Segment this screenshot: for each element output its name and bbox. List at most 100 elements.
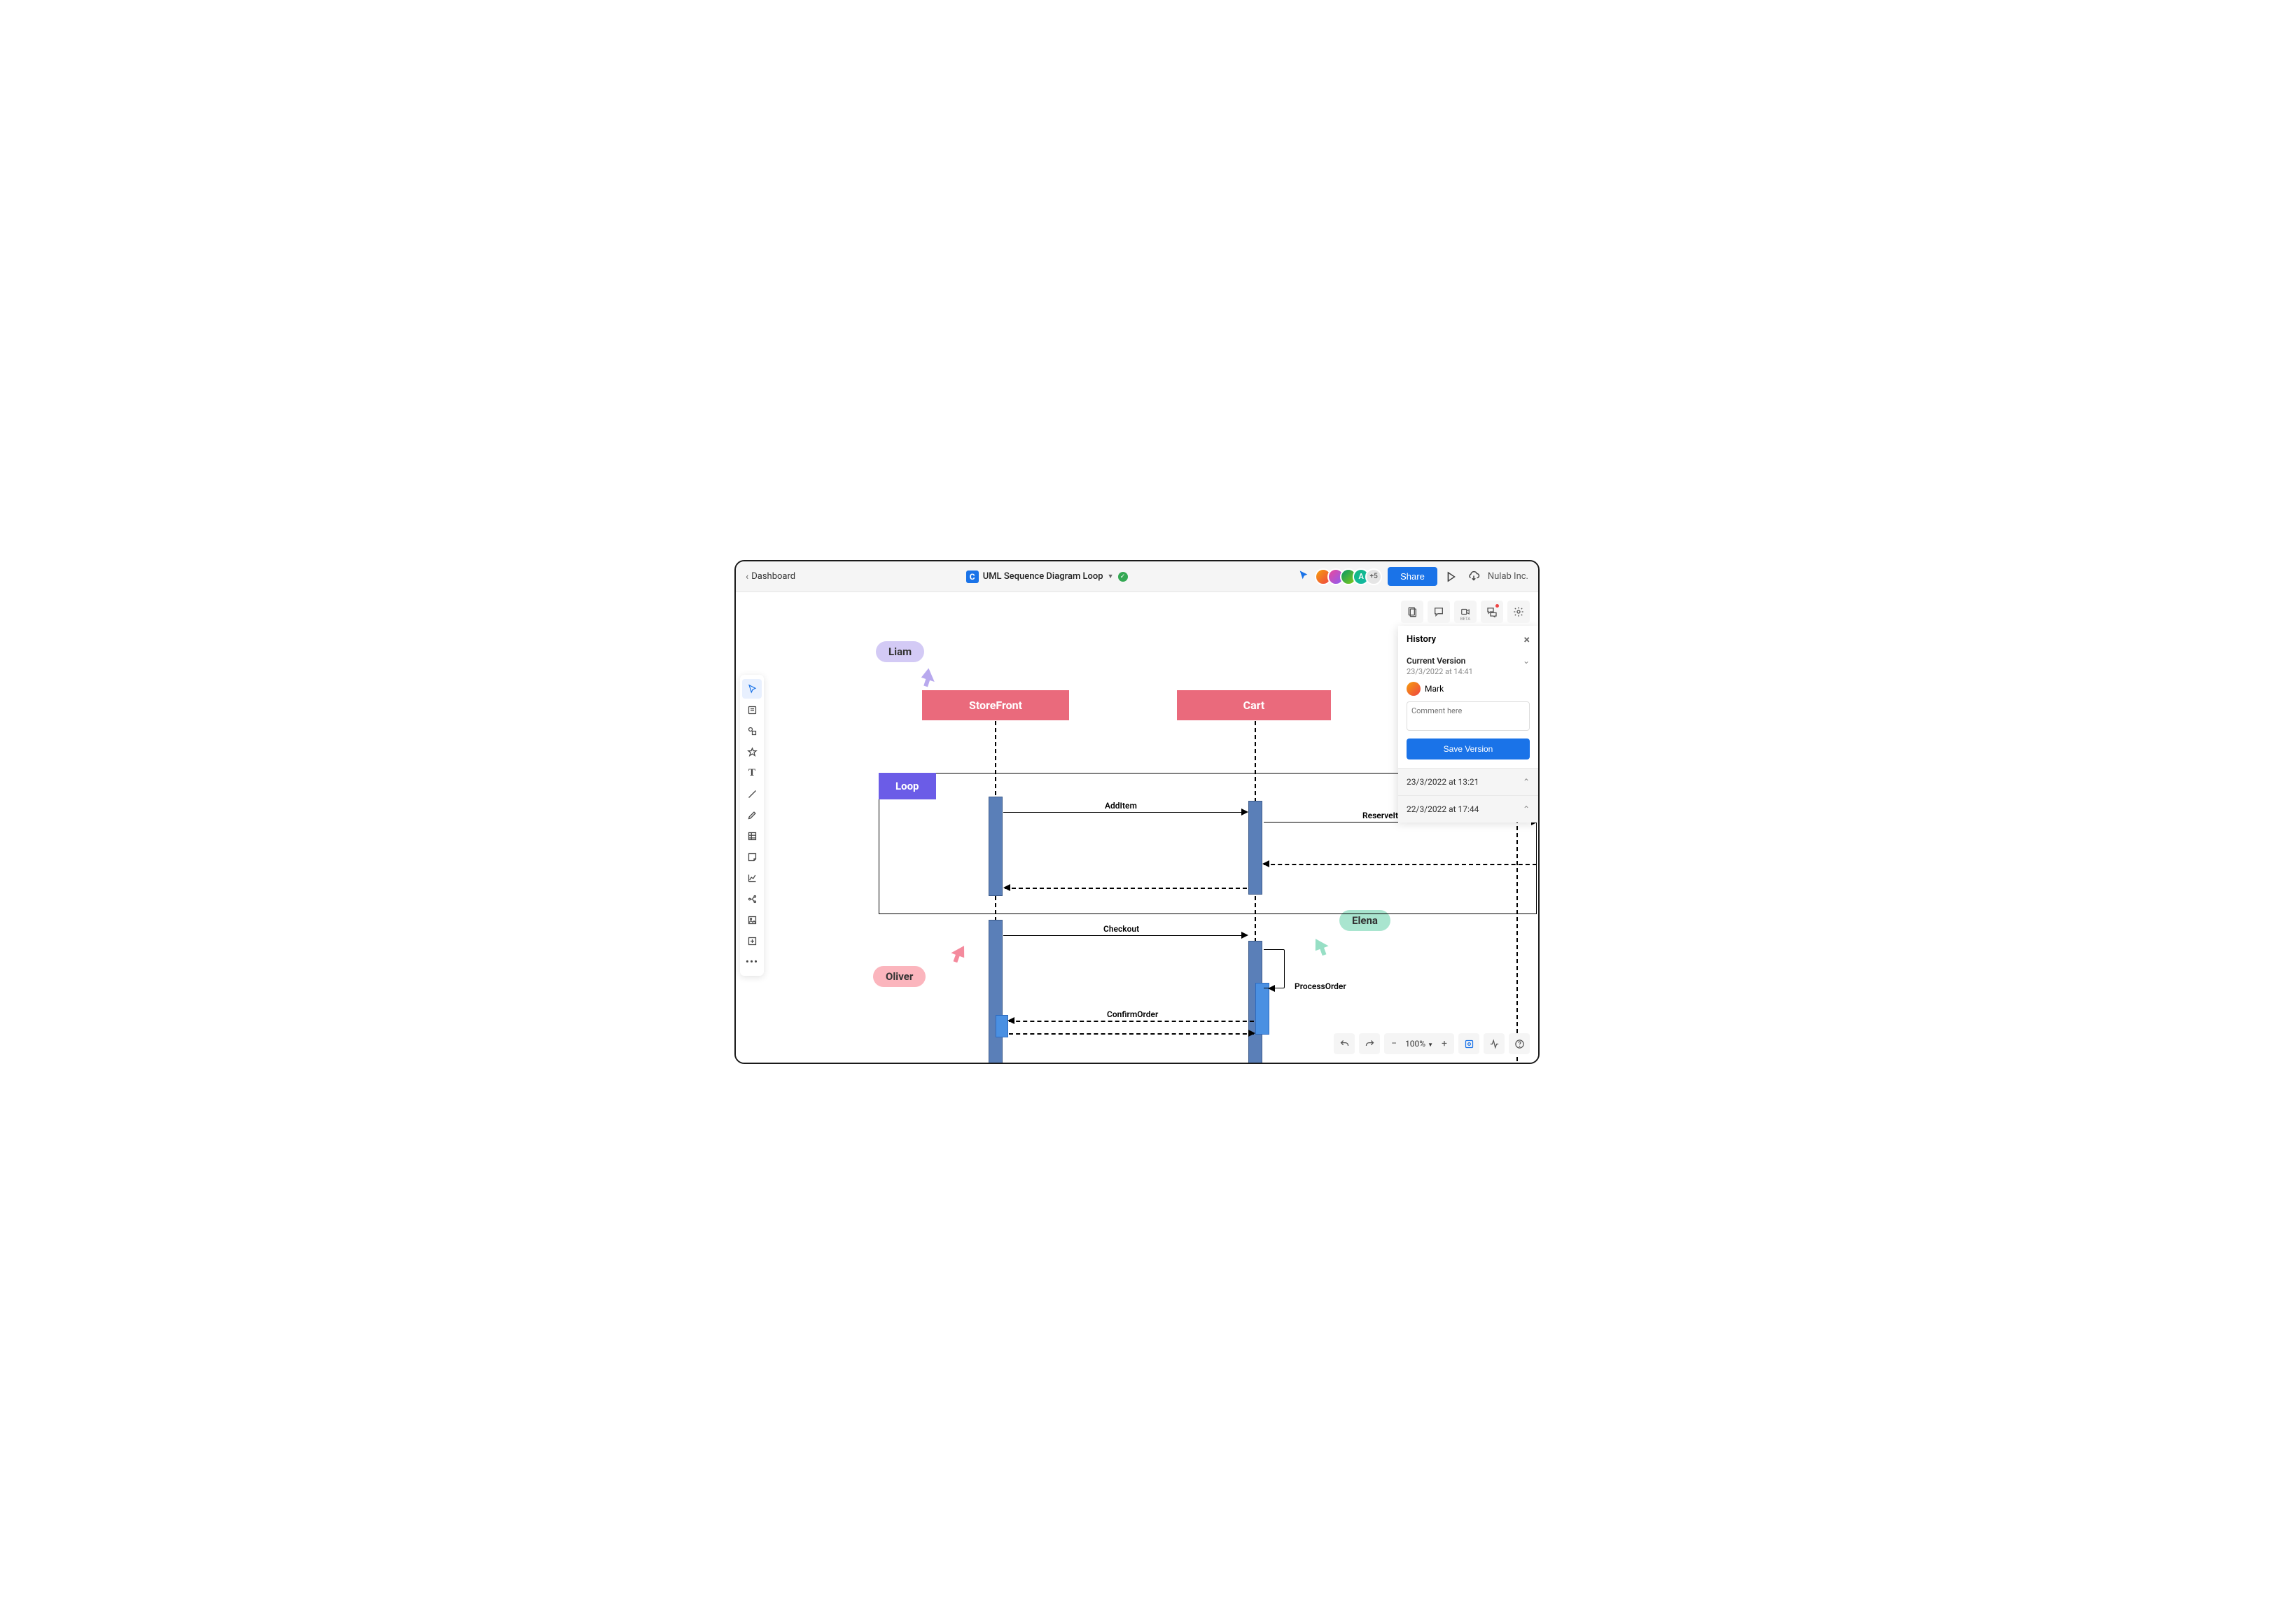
tool-image-icon[interactable] [742, 910, 762, 930]
tool-mindmap-icon[interactable] [742, 889, 762, 909]
activation-bar[interactable] [989, 920, 1003, 1063]
history-current-section: Current Version ⌄ 23/3/2022 at 14:41 Mar… [1398, 653, 1538, 768]
app-frame: ‹ Dashboard C UML Sequence Diagram Loop … [734, 560, 1540, 1064]
history-item[interactable]: 22/3/2022 at 17:44 ⌃ [1398, 795, 1538, 822]
history-user: Mark [1407, 682, 1530, 696]
arrow-right-icon [1241, 932, 1248, 939]
message-label: AddItem [1105, 801, 1137, 811]
tool-more-icon[interactable]: ••• [742, 952, 762, 972]
arrow-left-icon [1268, 985, 1275, 992]
tool-text-icon[interactable]: T [742, 763, 762, 783]
collaborator-avatars[interactable]: A +5 [1315, 568, 1382, 585]
arrow-left-icon [1007, 1017, 1014, 1024]
pages-icon[interactable] [1401, 601, 1423, 623]
topbar-right: A +5 Share Nulab Inc. [1298, 567, 1528, 586]
app-logo-icon: C [966, 570, 979, 583]
collab-cursor-icon[interactable] [1298, 570, 1309, 584]
tool-pencil-icon[interactable] [742, 805, 762, 825]
sync-check-icon: ✓ [1118, 572, 1128, 582]
user-elena-arrow-icon [1314, 935, 1334, 956]
history-current-label: Current Version [1407, 656, 1465, 666]
zoom-in-icon[interactable]: + [1437, 1033, 1451, 1054]
share-button[interactable]: Share [1388, 567, 1437, 586]
tool-shapes-icon[interactable] [742, 721, 762, 741]
message-label: ProcessOrder [1295, 981, 1346, 991]
message-return-line[interactable] [1264, 864, 1537, 865]
message-line[interactable] [1003, 812, 1247, 813]
message-label: ConfirmOrder [1107, 1009, 1158, 1019]
activation-bar-nested[interactable] [996, 1015, 1008, 1037]
history-title: History [1407, 634, 1436, 645]
activation-bar[interactable] [1248, 801, 1262, 895]
self-message-loop[interactable] [1264, 949, 1285, 988]
message-label: Checkout [1103, 924, 1139, 934]
tool-chart-icon[interactable] [742, 868, 762, 888]
left-toolbar: T ••• [740, 675, 764, 976]
arrow-right-icon [1241, 808, 1248, 816]
close-icon[interactable]: × [1524, 633, 1530, 646]
notification-dot [1495, 604, 1499, 608]
user-oliver-badge[interactable]: Oliver [873, 966, 926, 987]
top-right-toolbar: BETA [1401, 601, 1530, 623]
history-current-date: 23/3/2022 at 14:41 [1407, 667, 1530, 676]
chevron-up-icon: ⌃ [1523, 804, 1530, 814]
history-panel: History × Current Version ⌄ 23/3/2022 at… [1398, 626, 1538, 822]
user-liam-badge[interactable]: Liam [876, 641, 924, 662]
zoom-out-icon[interactable]: − [1387, 1033, 1401, 1054]
bottom-right-controls: − 100% ▼ + [1334, 1033, 1530, 1054]
tool-line-icon[interactable] [742, 784, 762, 804]
video-beta-icon[interactable]: BETA [1454, 601, 1477, 623]
present-icon[interactable] [1443, 568, 1460, 585]
back-label: Dashboard [751, 571, 795, 582]
activity-icon[interactable] [1484, 1033, 1505, 1054]
tool-frame-icon[interactable] [742, 931, 762, 951]
tool-cursor-icon[interactable] [742, 679, 762, 699]
help-icon[interactable] [1509, 1033, 1530, 1054]
history-user-name: Mark [1425, 684, 1444, 694]
topbar: ‹ Dashboard C UML Sequence Diagram Loop … [736, 561, 1538, 592]
arrow-right-icon [1248, 1030, 1255, 1037]
lifeline-storefront-head[interactable]: StoreFront [922, 690, 1069, 720]
undo-icon[interactable] [1334, 1033, 1355, 1054]
chevron-left-icon: ‹ [746, 571, 748, 582]
document-title[interactable]: UML Sequence Diagram Loop [983, 571, 1103, 582]
save-version-button[interactable]: Save Version [1407, 738, 1530, 760]
zoom-controls: − 100% ▼ + [1384, 1033, 1454, 1054]
history-header: History × [1398, 626, 1538, 653]
redo-icon[interactable] [1359, 1033, 1380, 1054]
cloud-download-icon[interactable] [1465, 568, 1482, 585]
arrow-left-icon [1262, 860, 1269, 867]
zoom-level[interactable]: 100% ▼ [1404, 1039, 1435, 1049]
chat-icon[interactable] [1481, 601, 1503, 623]
history-comment-input[interactable] [1407, 701, 1530, 731]
lifeline-cart-head[interactable]: Cart [1177, 690, 1331, 720]
message-return-line[interactable] [1005, 888, 1247, 889]
message-line[interactable] [1003, 935, 1247, 936]
avatar-more[interactable]: +5 [1365, 568, 1382, 585]
arrow-left-icon [1003, 884, 1010, 891]
loop-frame-label: Loop [879, 773, 936, 799]
focus-mode-icon[interactable] [1458, 1033, 1479, 1054]
message-line[interactable] [1009, 1033, 1254, 1035]
chevron-down-icon[interactable]: ⌄ [1523, 656, 1530, 666]
history-item[interactable]: 23/3/2022 at 13:21 ⌃ [1398, 768, 1538, 795]
chevron-up-icon: ⌃ [1523, 777, 1530, 787]
workspace: BETA T ••• Liam Oliver [736, 592, 1538, 1063]
user-liam-arrow-icon [921, 668, 940, 689]
tool-note-icon[interactable] [742, 700, 762, 720]
comment-icon[interactable] [1428, 601, 1450, 623]
title-dropdown-icon[interactable]: ▼ [1108, 573, 1114, 580]
activation-bar[interactable] [989, 797, 1003, 896]
activation-bar-nested[interactable] [1255, 983, 1269, 1035]
avatar-mark-icon [1407, 682, 1421, 696]
company-name[interactable]: Nulab Inc. [1488, 571, 1528, 582]
settings-gear-icon[interactable] [1507, 601, 1530, 623]
tool-table-icon[interactable] [742, 826, 762, 846]
topbar-center: C UML Sequence Diagram Loop ▼ ✓ [801, 570, 1292, 583]
tool-star-icon[interactable] [742, 742, 762, 762]
back-to-dashboard[interactable]: ‹ Dashboard [746, 571, 795, 582]
tool-sticky-icon[interactable] [742, 847, 762, 867]
message-return-line[interactable] [1009, 1021, 1254, 1022]
history-item-date: 23/3/2022 at 13:21 [1407, 777, 1479, 787]
user-oliver-arrow-icon [947, 942, 967, 963]
